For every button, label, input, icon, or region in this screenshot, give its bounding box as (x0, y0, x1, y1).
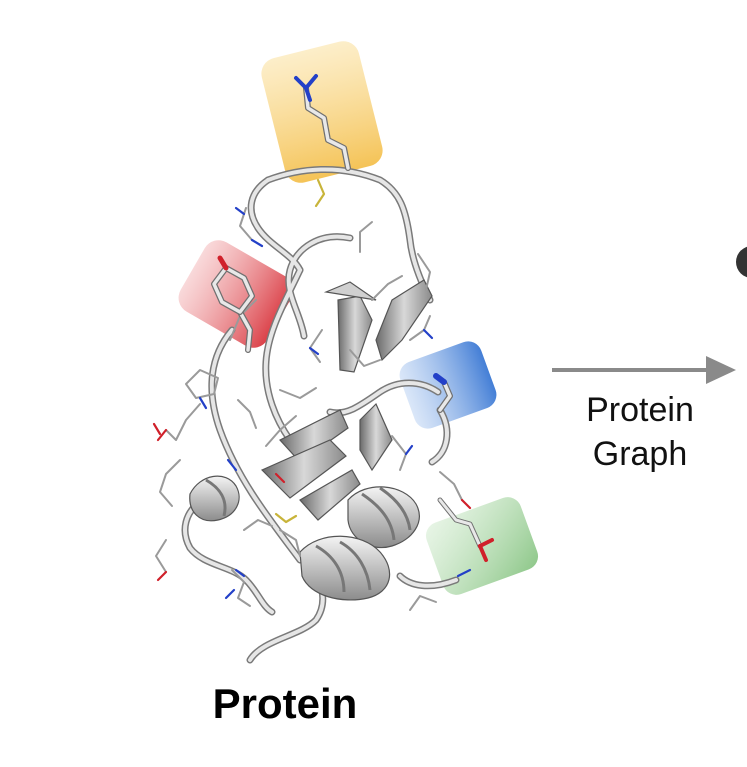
arrow-label-line1: Protein (586, 391, 694, 429)
protein-graph-arrow (552, 356, 736, 384)
side-chains (152, 178, 472, 611)
glutamate-residue (437, 497, 494, 562)
highlight-red (178, 240, 294, 348)
alpha-helices (189, 475, 420, 601)
basic-residue-blue (433, 373, 453, 413)
backbone (181, 165, 460, 664)
tyrosine-residue (211, 255, 255, 353)
arginine-residue (294, 74, 351, 171)
beta-sheets (260, 279, 433, 521)
arrow-label: Protein Graph (545, 388, 735, 476)
arrow-label-line2: Graph (592, 435, 688, 473)
protein-caption: Protein (212, 680, 358, 727)
graph-node-partial (736, 246, 747, 278)
highlight-yellow (261, 41, 383, 183)
